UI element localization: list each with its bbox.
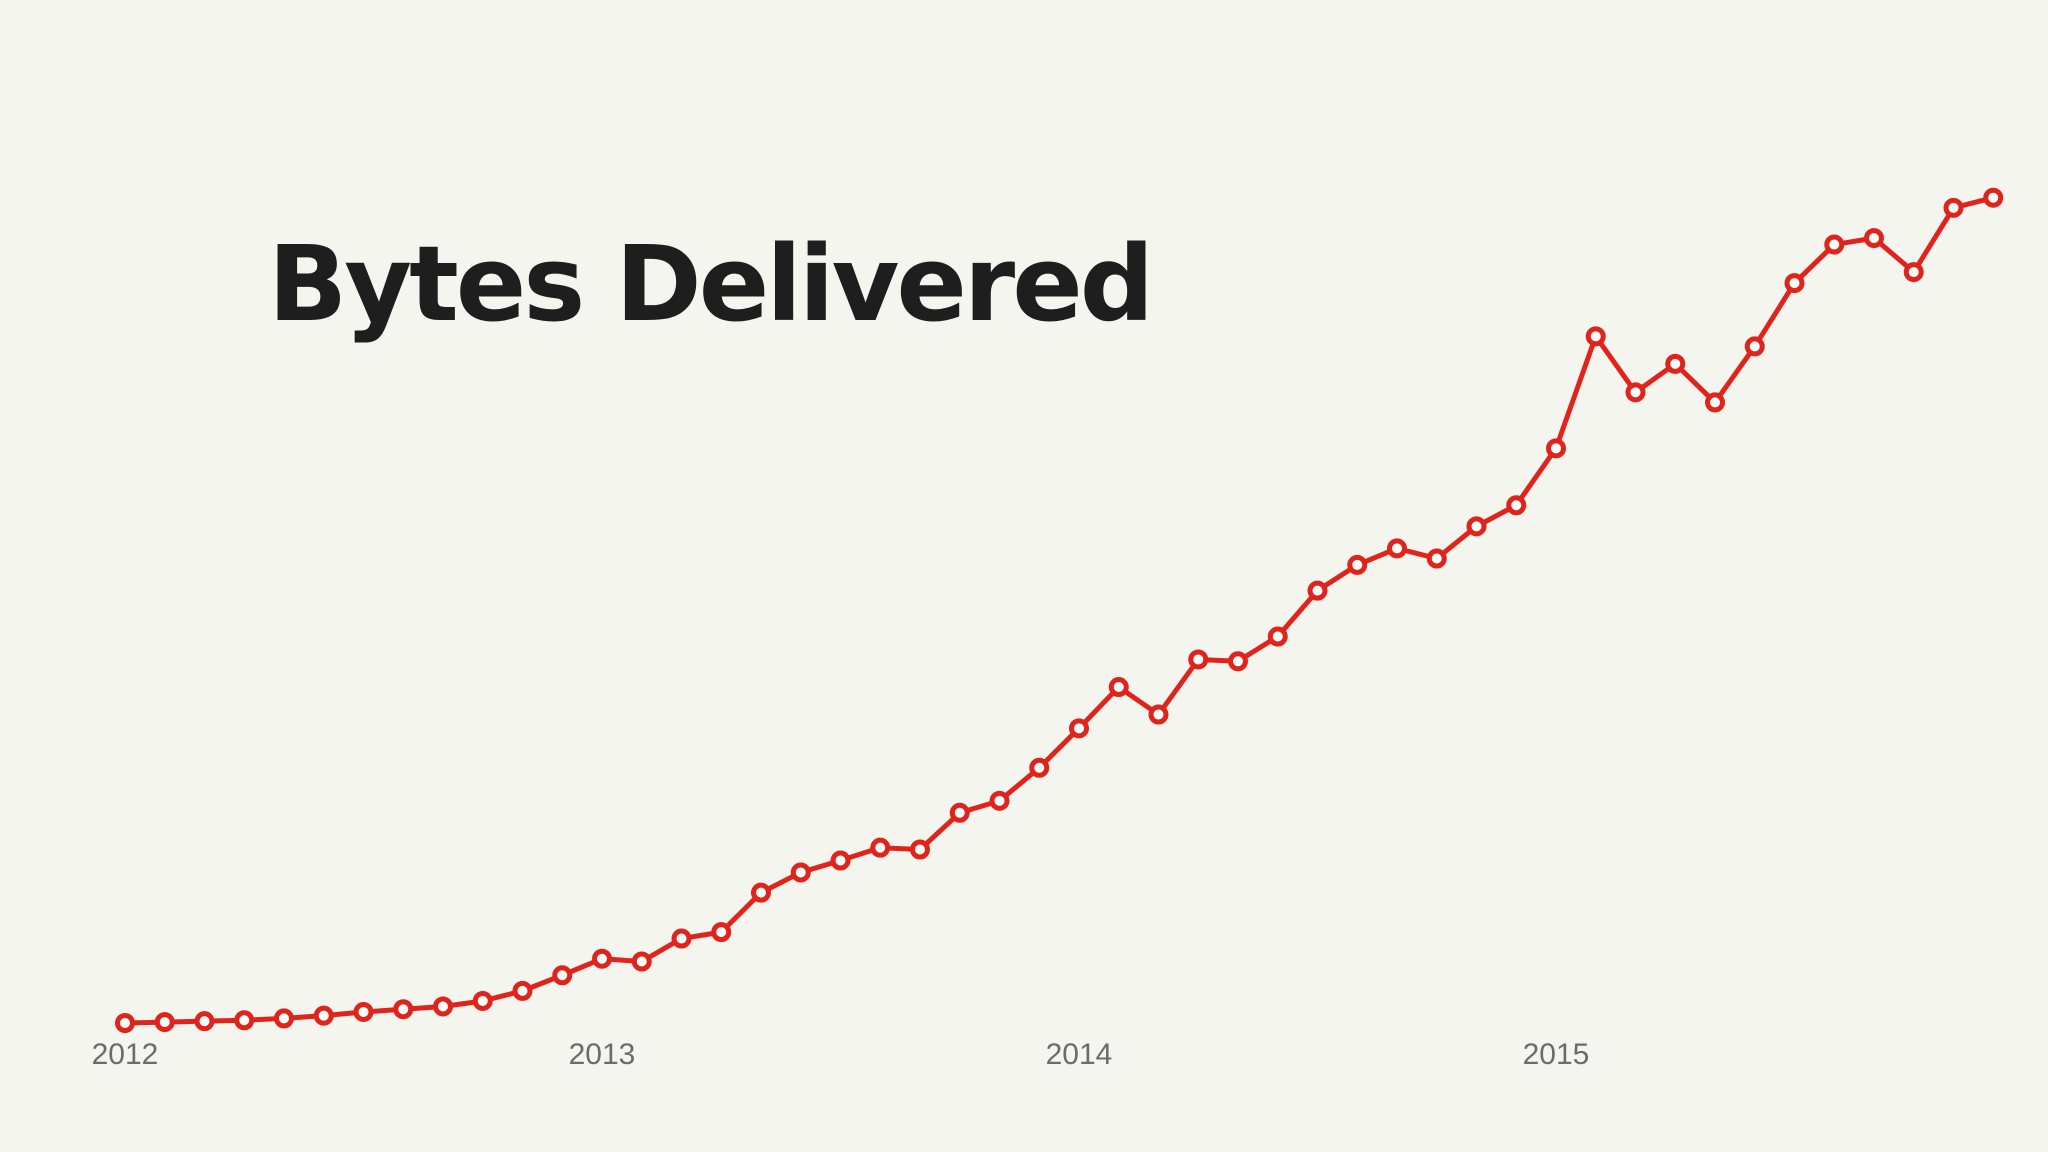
data-point [1267, 626, 1288, 647]
data-point [1585, 326, 1606, 347]
x-tick-label: 2015 [1523, 1038, 1590, 1071]
data-point [592, 948, 612, 969]
data-point [472, 990, 493, 1011]
data-point [1228, 651, 1248, 672]
data-point [671, 928, 692, 949]
data-point [1148, 704, 1169, 725]
data-point [1983, 187, 2004, 208]
data-point [830, 850, 851, 871]
data-point [1466, 516, 1487, 537]
x-tick-label: 2014 [1046, 1038, 1113, 1071]
data-point [552, 965, 573, 986]
data-point [234, 1010, 255, 1031]
data-point [393, 999, 414, 1020]
data-point [512, 980, 533, 1001]
data-point [274, 1008, 294, 1029]
data-point [1546, 438, 1566, 459]
data-point [433, 996, 453, 1017]
data-point [1784, 273, 1805, 294]
data-point [154, 1012, 175, 1033]
data-point [989, 790, 1010, 811]
data-point [1824, 234, 1845, 255]
data-point [1029, 757, 1050, 778]
data-point [1307, 580, 1328, 601]
data-point [1506, 495, 1527, 516]
data-point [1387, 538, 1407, 559]
data-point [1705, 392, 1725, 413]
series-markers [115, 187, 2004, 1033]
x-tick-label: 2013 [569, 1038, 636, 1071]
data-point [1744, 336, 1765, 357]
data-point [1665, 353, 1686, 374]
data-point [1426, 548, 1447, 569]
data-point [1625, 382, 1646, 403]
data-point [115, 1013, 135, 1033]
data-point [751, 882, 771, 903]
data-point [1347, 554, 1368, 575]
data-point [910, 839, 930, 860]
data-point [949, 802, 970, 823]
data-point [1864, 228, 1884, 249]
data-point [631, 951, 652, 972]
data-point [790, 862, 811, 883]
series-line [122, 195, 1996, 1026]
data-point [711, 922, 732, 943]
data-point [1943, 197, 1964, 218]
data-point [1188, 649, 1209, 670]
x-axis: 2012 2013 2014 2015 [92, 1038, 1590, 1071]
data-point [194, 1011, 215, 1032]
chart-title: Bytes Delivered [268, 223, 1154, 345]
x-tick-label: 2012 [92, 1038, 159, 1071]
data-point [313, 1005, 334, 1026]
data-point [870, 837, 891, 858]
data-point [353, 1001, 374, 1022]
data-point [1108, 677, 1129, 698]
data-point [1069, 718, 1089, 739]
data-point [1903, 262, 1924, 283]
